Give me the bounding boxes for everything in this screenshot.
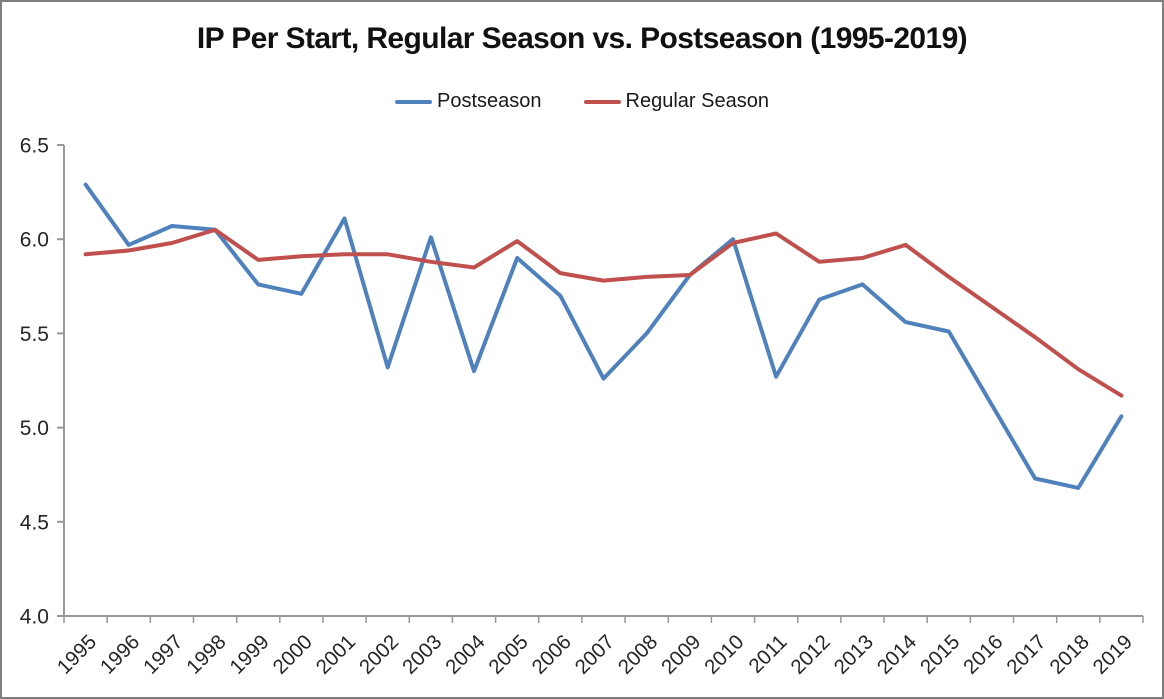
x-tick-label: 1998 [182, 630, 231, 679]
x-tick-label: 1999 [225, 630, 274, 679]
x-tick-label: 2008 [614, 630, 663, 679]
x-tick-label: 1995 [53, 630, 102, 679]
legend-label-regular-season: Regular Season [625, 90, 769, 112]
x-tick-label: 2016 [959, 630, 1008, 679]
chart-title: IP Per Start, Regular Season vs. Postsea… [196, 22, 968, 55]
x-tick-label: 2006 [527, 630, 576, 679]
x-tick-label: 2015 [916, 630, 965, 679]
x-tick-label: 2004 [441, 630, 490, 679]
x-tick-label: 2007 [571, 630, 620, 679]
y-tick-label: 5.0 [20, 417, 49, 440]
x-tick-label: 1997 [139, 630, 188, 679]
x-tick-label: 2011 [744, 630, 791, 677]
regular-season-line [83, 227, 1124, 398]
legend: Postseason Regular Season [2, 90, 1162, 113]
x-tick-label: 2019 [1088, 630, 1137, 679]
y-tick-label: 6.0 [20, 229, 49, 252]
x-tick-label: 2002 [355, 630, 404, 679]
y-tick-label: 5.5 [20, 323, 49, 346]
x-tick-label: 2018 [1045, 630, 1094, 679]
legend-item-postseason: Postseason [395, 90, 542, 113]
regular-season-line-swatch [583, 99, 621, 104]
y-tick-label: 4.5 [20, 511, 49, 534]
x-tick-label: 2013 [829, 630, 878, 679]
y-tick-label: 6.5 [20, 135, 49, 158]
x-tick-label: 2014 [873, 630, 922, 679]
x-tick-label: 2017 [1002, 630, 1051, 679]
x-tick-label: 2003 [398, 630, 447, 679]
x-tick-label: 2001 [312, 630, 361, 679]
x-tick-label: 2005 [484, 630, 533, 679]
x-tick-label: 2000 [268, 630, 317, 679]
y-tick-label: 4.0 [20, 606, 49, 629]
x-tick-label: 2010 [700, 630, 749, 679]
x-tick-label: 1996 [96, 630, 145, 679]
x-tick-label: 2012 [786, 630, 835, 679]
x-tick-label: 2009 [657, 630, 706, 679]
legend-item-regular-season: Regular Season [583, 90, 769, 113]
postseason-line-swatch [395, 99, 433, 104]
legend-label-postseason: Postseason [437, 90, 542, 112]
postseason-line [83, 182, 1124, 490]
